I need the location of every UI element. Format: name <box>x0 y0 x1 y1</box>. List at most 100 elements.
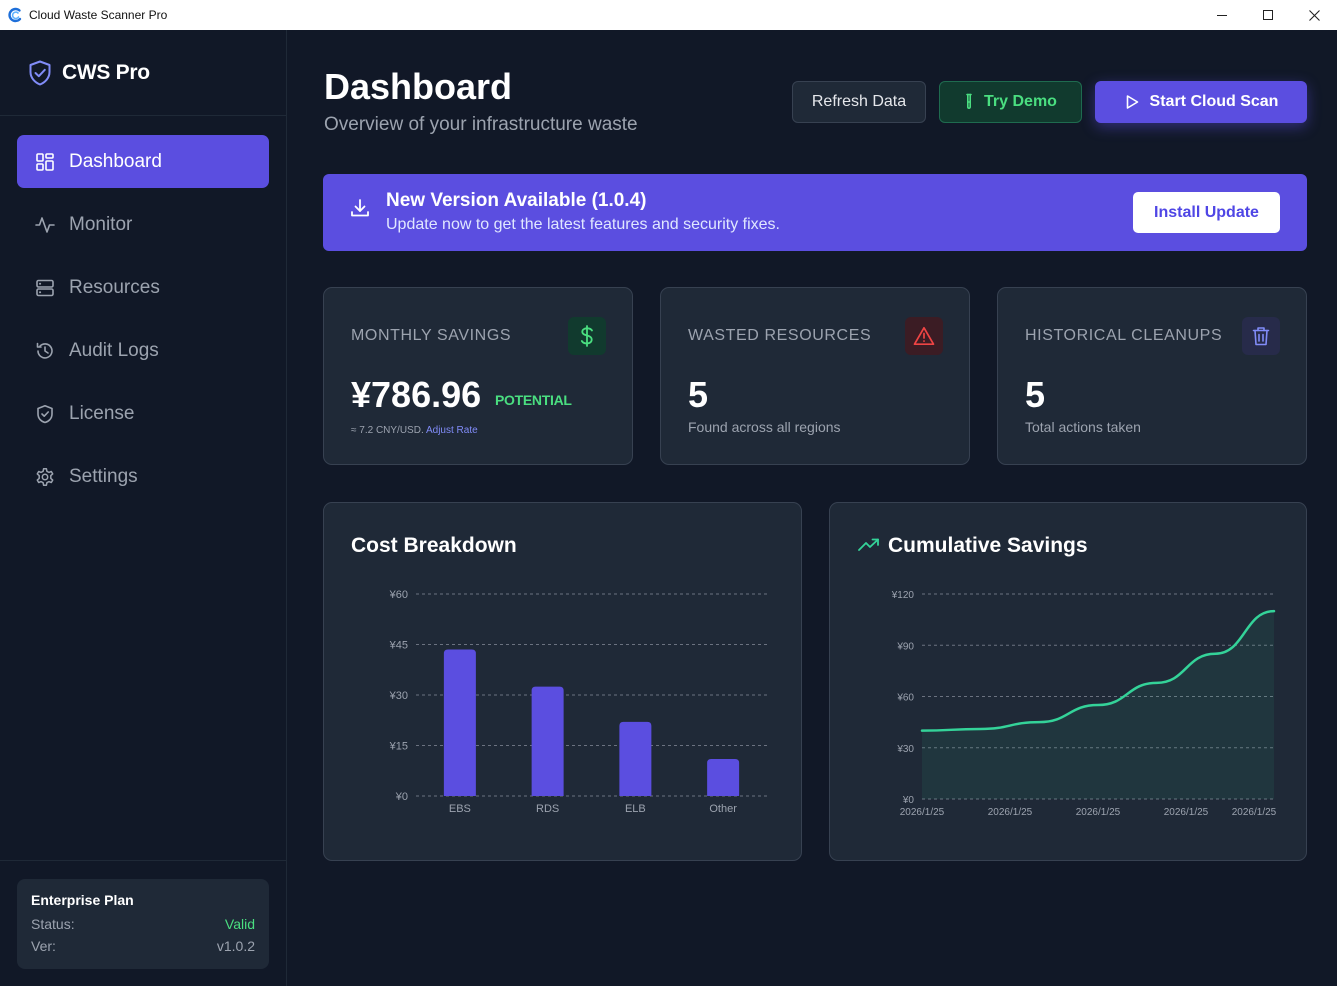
close-icon <box>1308 9 1320 21</box>
trending-up-icon <box>858 538 879 551</box>
close-button[interactable] <box>1291 0 1337 30</box>
monthly-savings-card: MONTHLY SAVINGS ¥786.96 POTENTIAL ≈ 7.2 … <box>323 287 633 465</box>
page-title: Dashboard <box>324 66 513 107</box>
cost-breakdown-chart: ¥0 ¥15 ¥30 ¥45 ¥60 EBS RDS ELB Other <box>389 589 767 815</box>
stat-value: 5 <box>688 374 709 415</box>
minimize-button[interactable] <box>1199 0 1245 30</box>
main-content: Dashboard Overview of your infrastructur… <box>288 30 1337 986</box>
try-demo-label: Try Demo <box>984 93 1057 110</box>
trash-icon <box>1242 317 1280 355</box>
wasted-resources-card: WASTED RESOURCES 5 Found across all regi… <box>660 287 970 465</box>
area-fill <box>922 611 1274 799</box>
try-demo-button[interactable]: Try Demo <box>939 81 1082 123</box>
x-tick-label: RDS <box>536 803 559 815</box>
maximize-button[interactable] <box>1245 0 1291 30</box>
bar <box>619 721 652 796</box>
y-tick-label: ¥60 <box>389 589 408 601</box>
update-text: Update now to get the latest features an… <box>386 216 780 233</box>
cumulative-savings-chart: ¥0 ¥30 ¥60 ¥90 ¥120 2026/1/25 2026/1/25 2026/1/… <box>891 590 1277 818</box>
sidebar-footer: Enterprise Plan Status: Valid Ver: v1.0.… <box>0 860 286 986</box>
download-icon <box>351 199 369 217</box>
start-cloud-scan-button[interactable]: Start Cloud Scan <box>1095 81 1307 123</box>
plan-card: Enterprise Plan Status: Valid Ver: v1.0.… <box>17 879 269 969</box>
sidebar-item-monitor[interactable]: Monitor <box>17 198 269 251</box>
stat-sub: Found across all regions <box>688 419 841 435</box>
sidebar-item-label: Settings <box>69 465 138 487</box>
plan-status-label: Status: <box>31 916 75 932</box>
x-tick-label: Other <box>709 803 737 815</box>
sidebar-item-label: Dashboard <box>69 150 162 172</box>
x-tick-label: 2026/1/25 <box>988 807 1033 818</box>
play-icon <box>1126 95 1138 109</box>
plan-status-row: Status: Valid <box>31 913 255 935</box>
test-tube-icon <box>966 93 972 109</box>
install-update-label: Install Update <box>1154 203 1259 221</box>
start-cloud-scan-label: Start Cloud Scan <box>1149 93 1279 110</box>
shield-logo-icon <box>29 60 51 85</box>
plan-version-label: Ver: <box>31 938 56 954</box>
app-logo-icon <box>8 7 22 23</box>
activity-icon <box>35 215 55 235</box>
server-icon <box>35 278 55 298</box>
sidebar-nav: Dashboard Monitor Resources <box>0 116 286 503</box>
stat-label: WASTED RESOURCES <box>688 327 872 344</box>
sidebar-item-license[interactable]: License <box>17 387 269 440</box>
bar <box>707 758 740 796</box>
minimize-icon <box>1216 14 1227 16</box>
y-tick-label: ¥0 <box>902 795 915 806</box>
exchange-rate-line: ≈ 7.2 CNY/USD. Adjust Rate <box>351 425 478 436</box>
adjust-rate-link[interactable]: Adjust Rate <box>425 425 478 436</box>
sidebar-item-settings[interactable]: Settings <box>17 450 269 503</box>
plan-version-value: v1.0.2 <box>216 938 255 954</box>
series-line <box>920 609 1276 732</box>
window-title: Cloud Waste Scanner Pro <box>29 8 168 22</box>
exchange-rate-text: ≈ 7.2 CNY/USD. <box>351 425 424 436</box>
bar <box>531 686 564 796</box>
dollar-icon <box>568 317 606 355</box>
sidebar-item-dashboard[interactable]: Dashboard <box>17 135 269 188</box>
page-subtitle: Overview of your infrastructure waste <box>324 114 638 135</box>
y-tick-label: ¥90 <box>896 641 914 652</box>
historical-cleanups-card: HISTORICAL CLEANUPS 5 Total actions take… <box>997 287 1307 465</box>
refresh-data-button[interactable]: Refresh Data <box>792 81 926 123</box>
plan-title: Enterprise Plan <box>31 892 134 908</box>
shield-check-icon <box>35 404 55 424</box>
gear-icon <box>35 467 55 487</box>
sidebar: CWS Pro Dashboard Monitor <box>0 30 287 986</box>
potential-badge: POTENTIAL <box>495 392 572 408</box>
sidebar-item-label: License <box>69 402 135 424</box>
y-tick-label: ¥15 <box>389 741 408 753</box>
stat-sub: Total actions taken <box>1025 419 1141 435</box>
y-tick-label: ¥120 <box>891 590 915 601</box>
bar <box>443 649 476 796</box>
stat-label: MONTHLY SAVINGS <box>351 327 512 344</box>
plan-status-value: Valid <box>224 916 255 932</box>
warning-icon <box>905 317 943 355</box>
x-tick-label: 2026/1/25 <box>1076 807 1121 818</box>
cumulative-savings-card: Cumulative Savings ¥0 ¥30 ¥60 ¥90 ¥120 2026/1… <box>829 502 1307 861</box>
cost-breakdown-card: Cost Breakdown ¥0 ¥15 ¥30 ¥45 ¥60 EBS RDS ELB Ot… <box>323 502 802 861</box>
window-titlebar: Cloud Waste Scanner Pro <box>0 0 1337 30</box>
stat-label: HISTORICAL CLEANUPS <box>1025 327 1223 344</box>
sidebar-item-resources[interactable]: Resources <box>17 261 269 314</box>
sidebar-item-label: Audit Logs <box>69 339 159 361</box>
install-update-button[interactable]: Install Update <box>1133 192 1280 233</box>
brand: CWS Pro <box>0 30 286 116</box>
refresh-data-label: Refresh Data <box>811 93 907 110</box>
y-tick-label: ¥30 <box>389 690 408 702</box>
x-tick-label: ELB <box>625 803 646 815</box>
chart-title: Cost Breakdown <box>351 534 517 557</box>
stat-value: ¥786.96 <box>351 374 482 415</box>
y-tick-label: ¥30 <box>896 744 914 755</box>
x-tick-label: 2026/1/25 <box>900 807 945 818</box>
sidebar-item-label: Resources <box>69 276 160 298</box>
history-icon <box>35 341 55 361</box>
sidebar-item-audit-logs[interactable]: Audit Logs <box>17 324 269 377</box>
y-tick-label: ¥45 <box>389 640 408 652</box>
y-tick-label: ¥0 <box>395 791 408 803</box>
x-tick-label: 2026/1/25 <box>1232 807 1277 818</box>
x-tick-label: 2026/1/25 <box>1164 807 1209 818</box>
window-controls <box>1199 0 1337 30</box>
x-tick-label: EBS <box>449 803 471 815</box>
plan-version-row: Ver: v1.0.2 <box>31 935 255 957</box>
